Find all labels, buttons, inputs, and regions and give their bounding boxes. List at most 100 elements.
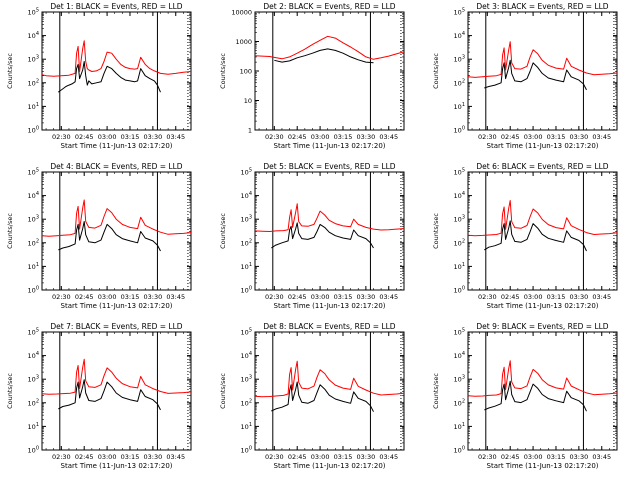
lld-series-line xyxy=(468,360,617,397)
plot-frame xyxy=(41,171,192,291)
detector-panel-4: Det 4: BLACK = Events, RED = LLD 100 101 10… xyxy=(6,162,192,310)
events-series-line xyxy=(484,220,587,252)
y-tick-label: 104 xyxy=(241,351,252,360)
panel-title: Det 9: BLACK = Events, RED = LLD xyxy=(476,322,608,331)
panel-title: Det 3: BLACK = Events, RED = LLD xyxy=(476,2,608,11)
plot-frame xyxy=(41,331,192,451)
y-axis-label: Counts/sec xyxy=(6,213,14,249)
x-tick-label: 03:45 xyxy=(592,453,611,461)
y-tick-label: 100 xyxy=(28,126,39,135)
y-axis-label: Counts/sec xyxy=(6,373,14,409)
y-axis-label: Counts/sec xyxy=(219,213,227,249)
time-markers xyxy=(272,12,402,130)
x-tick-label: 03:30 xyxy=(143,133,162,141)
x-tick-label: 03:30 xyxy=(356,293,375,301)
x-axis-label: Start Time (11-Jun-13 02:17:20) xyxy=(61,462,173,470)
y-tick-label: 102 xyxy=(454,238,465,247)
x-axis-label: Start Time (11-Jun-13 02:17:20) xyxy=(487,302,599,310)
x-tick-label: 02:45 xyxy=(501,453,520,461)
y-tick-label: 1 xyxy=(248,127,252,135)
x-tick-label: 03:45 xyxy=(379,293,398,301)
x-axis-label: Start Time (11-Jun-13 02:17:20) xyxy=(61,142,173,150)
panel-title: Det 6: BLACK = Events, RED = LLD xyxy=(476,162,608,171)
y-tick-label: 101 xyxy=(454,262,465,271)
x-axis-label: Start Time (11-Jun-13 02:17:20) xyxy=(274,302,386,310)
panel-title: Det 8: BLACK = Events, RED = LLD xyxy=(263,322,395,331)
x-tick-label: 02:30 xyxy=(52,453,71,461)
time-markers xyxy=(59,12,189,130)
x-tick-label: 03:15 xyxy=(121,453,140,461)
events-series-line xyxy=(58,379,161,411)
y-tick-label: 101 xyxy=(454,422,465,431)
lld-series-line xyxy=(42,199,191,237)
x-tick-label: 02:30 xyxy=(265,133,284,141)
x-tick-label: 02:30 xyxy=(52,133,71,141)
x-tick-label: 03:00 xyxy=(311,133,330,141)
x-tick-label: 03:00 xyxy=(311,453,330,461)
y-tick-label: 100 xyxy=(28,446,39,455)
x-axis-label: Start Time (11-Jun-13 02:17:20) xyxy=(274,142,386,150)
panel-title: Det 7: BLACK = Events, RED = LLD xyxy=(50,322,182,331)
y-axis-label: Counts/sec xyxy=(432,373,440,409)
lld-series-line xyxy=(255,35,404,60)
x-tick-label: 03:15 xyxy=(121,293,140,301)
x-tick-label: 03:15 xyxy=(121,133,140,141)
time-markers xyxy=(272,332,402,450)
events-series-line xyxy=(484,380,587,412)
y-tick-label: 104 xyxy=(28,191,39,200)
x-tick-label: 03:15 xyxy=(334,133,353,141)
y-tick-label: 103 xyxy=(28,215,39,224)
x-tick-label: 02:45 xyxy=(75,453,94,461)
y-tick-label: 101 xyxy=(241,422,252,431)
time-markers xyxy=(59,332,189,450)
x-tick-label: 02:45 xyxy=(288,293,307,301)
y-tick-label: 103 xyxy=(28,375,39,384)
y-tick-label: 104 xyxy=(28,351,39,360)
y-tick-label: 100 xyxy=(454,286,465,295)
time-markers xyxy=(485,12,615,130)
events-series-line xyxy=(271,381,374,412)
y-tick-label: 100 xyxy=(241,286,252,295)
events-series-line xyxy=(271,222,374,249)
panel-title: Det 5: BLACK = Events, RED = LLD xyxy=(263,162,395,171)
x-tick-label: 02:30 xyxy=(478,133,497,141)
events-series-line xyxy=(274,48,374,64)
x-tick-label: 02:45 xyxy=(501,293,520,301)
y-tick-label: 103 xyxy=(241,375,252,384)
lld-series-line xyxy=(255,360,404,398)
x-tick-label: 03:00 xyxy=(524,133,543,141)
panel-title: Det 4: BLACK = Events, RED = LLD xyxy=(50,162,182,171)
panel-title: Det 2: BLACK = Events, RED = LLD xyxy=(263,2,395,11)
x-tick-label: 02:30 xyxy=(478,453,497,461)
y-tick-label: 105 xyxy=(241,328,252,337)
x-tick-label: 03:45 xyxy=(592,133,611,141)
x-tick-label: 02:45 xyxy=(75,293,94,301)
plot-frame xyxy=(254,331,405,451)
y-tick-label: 104 xyxy=(454,31,465,40)
detector-panel-8: Det 8: BLACK = Events, RED = LLD 100 101 10… xyxy=(219,322,405,470)
x-axis-label: Start Time (11-Jun-13 02:17:20) xyxy=(61,302,173,310)
detector-panel-2: Det 2: BLACK = Events, RED = LLD 1 10 100 10… xyxy=(219,2,405,150)
y-tick-label: 105 xyxy=(28,328,39,337)
x-tick-label: 03:00 xyxy=(524,453,543,461)
plot-frame xyxy=(467,11,618,131)
time-markers xyxy=(485,332,615,450)
x-tick-label: 03:00 xyxy=(98,453,117,461)
plot-frame xyxy=(467,331,618,451)
y-tick-label: 100 xyxy=(240,68,252,76)
y-tick-label: 104 xyxy=(454,191,465,200)
events-series-line xyxy=(484,59,587,91)
x-tick-label: 03:15 xyxy=(547,453,566,461)
x-tick-label: 03:15 xyxy=(547,293,566,301)
y-tick-label: 102 xyxy=(28,78,39,87)
lld-series-line xyxy=(42,40,191,77)
y-tick-label: 100 xyxy=(28,286,39,295)
y-tick-label: 102 xyxy=(454,398,465,407)
x-tick-label: 03:45 xyxy=(379,453,398,461)
x-axis-label: Start Time (11-Jun-13 02:17:20) xyxy=(487,142,599,150)
detector-panel-9: Det 9: BLACK = Events, RED = LLD 100 101 10… xyxy=(432,322,618,470)
y-tick-label: 102 xyxy=(241,238,252,247)
y-tick-label: 104 xyxy=(241,191,252,200)
y-tick-label: 100 xyxy=(241,446,252,455)
